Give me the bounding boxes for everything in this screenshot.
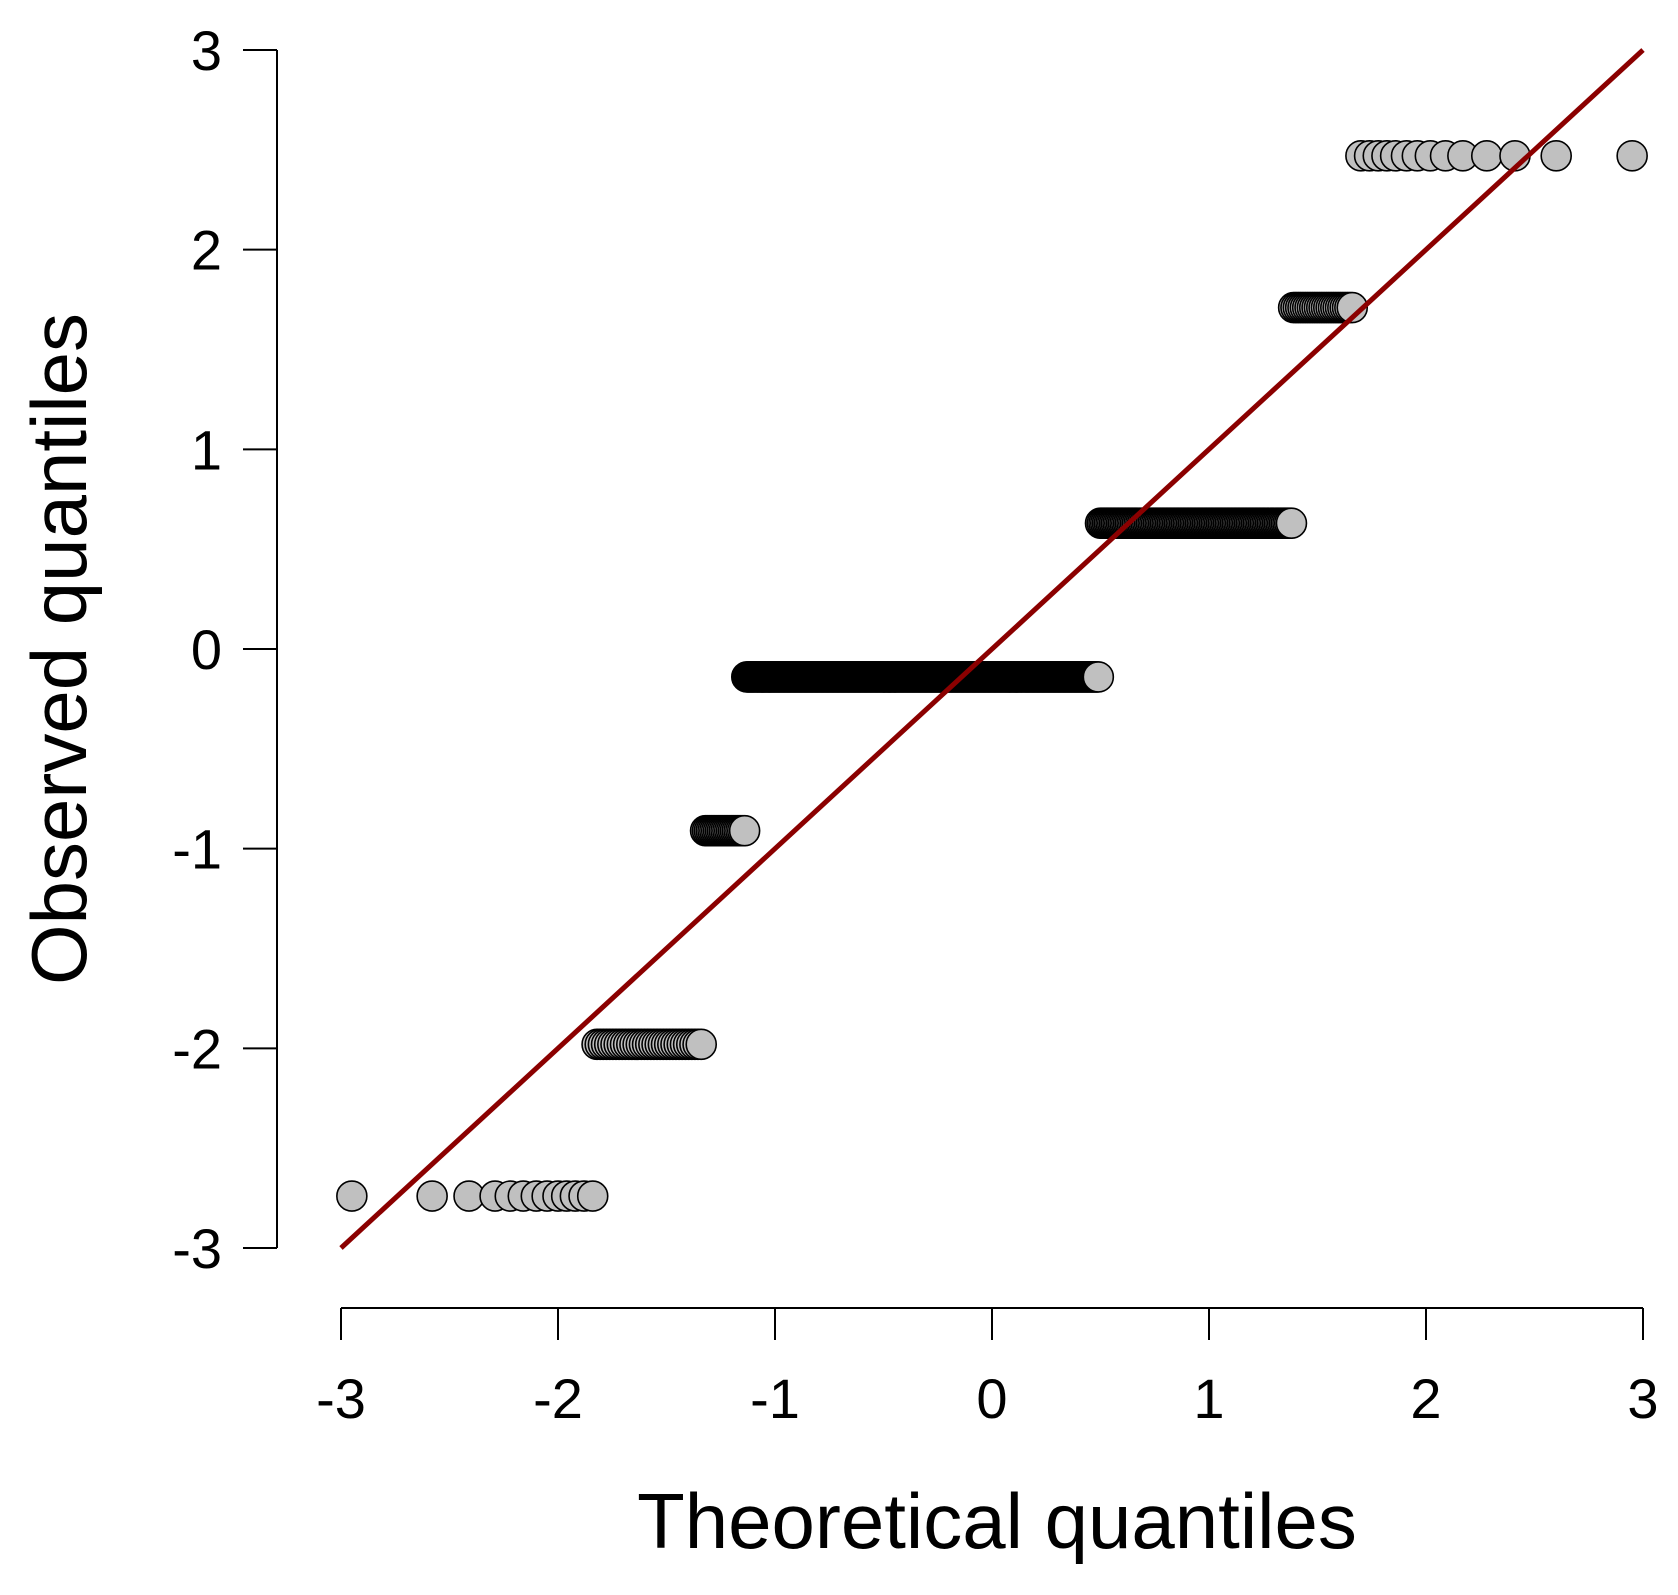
- data-point: [336, 1180, 368, 1212]
- y-axis: -3 -2 -1 0 1 2 3: [172, 19, 278, 1280]
- x-tick-label: -1: [750, 1367, 800, 1430]
- data-point: [1275, 507, 1308, 540]
- data-point: [1470, 140, 1503, 172]
- y-tick-label: -2: [172, 1017, 222, 1080]
- y-tick-label: -3: [172, 1217, 222, 1280]
- x-tick-label: 1: [1193, 1367, 1224, 1430]
- y-tick-label: -1: [172, 818, 222, 881]
- x-tick-label: -2: [533, 1367, 583, 1430]
- x-axis: -3 -2 -1 0 1 2 3: [316, 1307, 1659, 1430]
- x-tick-label: 3: [1627, 1367, 1658, 1430]
- y-axis-title: Observed quantiles: [15, 313, 103, 985]
- reference-line: [339, 48, 1645, 1250]
- x-tick-label: 2: [1410, 1367, 1441, 1430]
- y-tick-label: 0: [191, 618, 222, 681]
- x-tick-label: -3: [316, 1367, 366, 1430]
- data-point: [1616, 140, 1648, 172]
- data-point: [1336, 291, 1369, 324]
- y-tick-label: 3: [191, 19, 222, 82]
- data-point: [685, 1028, 718, 1061]
- data-point: [416, 1180, 448, 1212]
- x-tick-label: 0: [976, 1367, 1007, 1430]
- y-tick-label: 1: [191, 418, 222, 481]
- data-point: [576, 1180, 609, 1212]
- data-point: [728, 814, 761, 847]
- y-tick-label: 2: [191, 219, 222, 282]
- data-point: [1540, 140, 1572, 172]
- data-point: [1082, 661, 1115, 693]
- data-points: [336, 140, 1648, 1212]
- x-axis-title: Theoretical quantiles: [637, 1477, 1357, 1565]
